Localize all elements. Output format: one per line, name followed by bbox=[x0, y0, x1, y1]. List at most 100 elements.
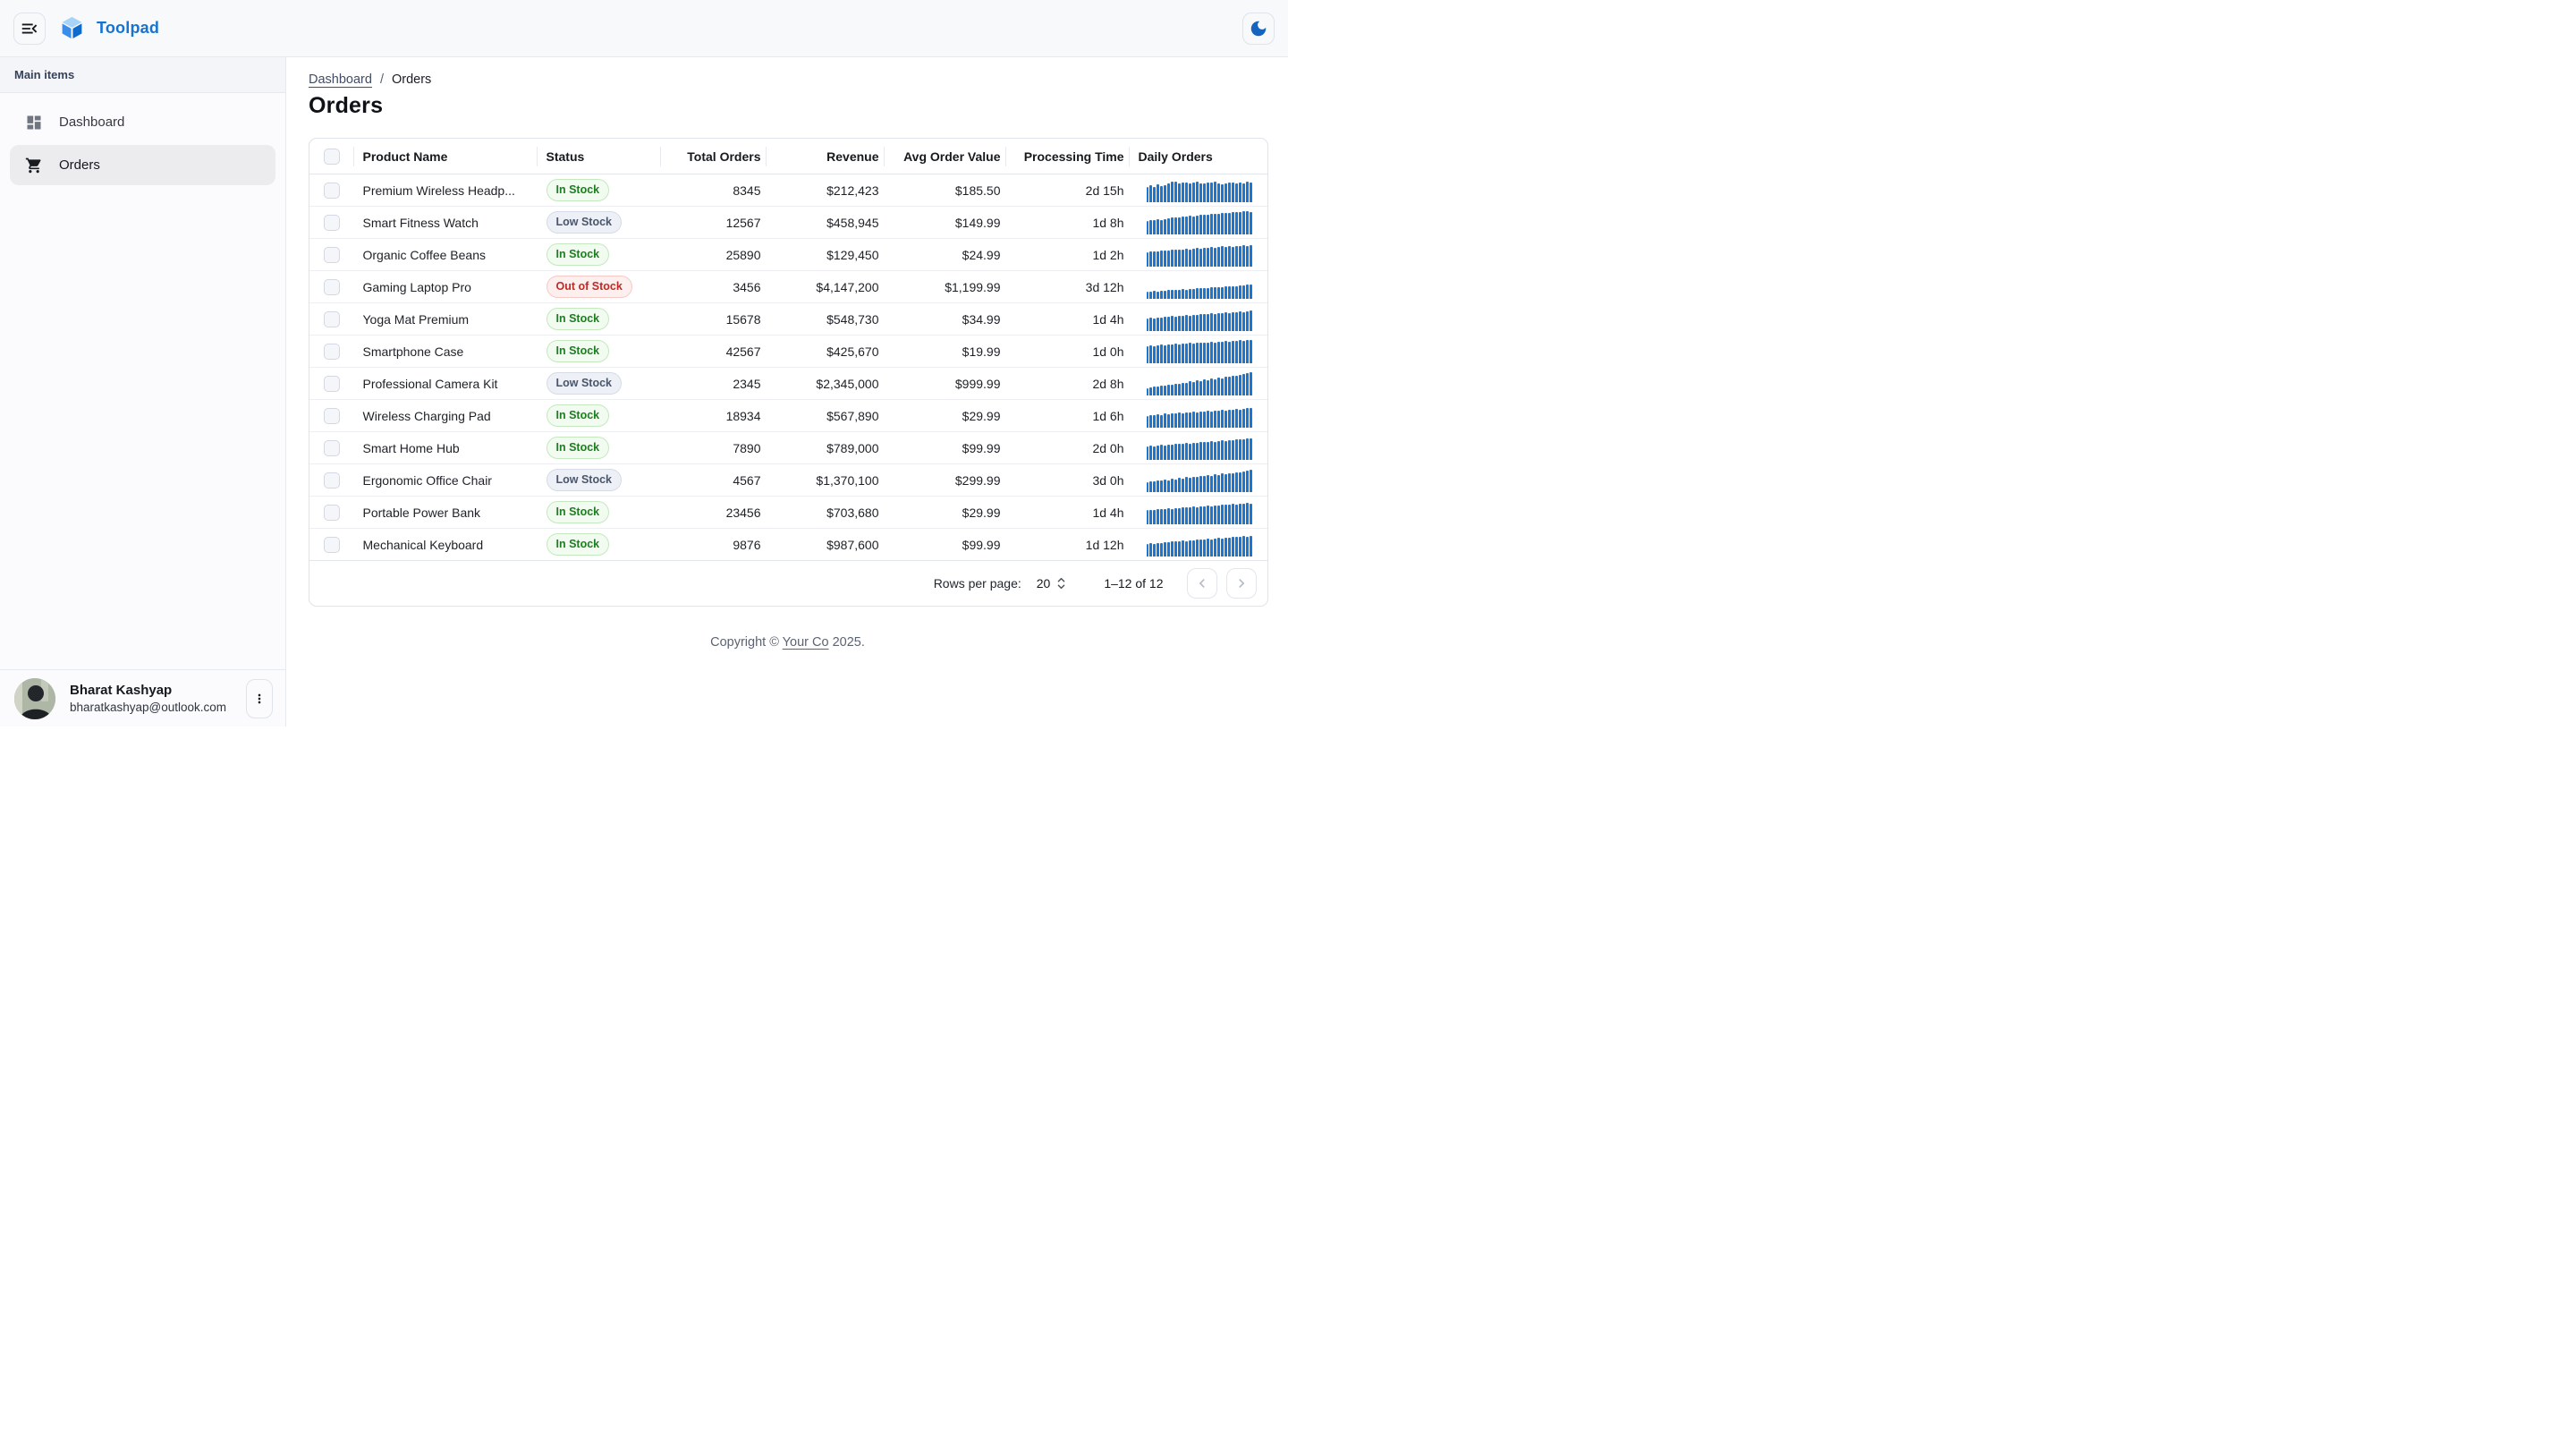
sidebar-section-header: Main items bbox=[0, 57, 285, 93]
status-cell: Out of Stock bbox=[538, 271, 661, 302]
product-name-cell: Mechanical Keyboard bbox=[362, 537, 484, 552]
avg-order-value-cell: $149.99 bbox=[954, 215, 1001, 230]
row-checkbox[interactable] bbox=[323, 214, 340, 231]
avg-order-value-cell: $29.99 bbox=[962, 408, 1001, 423]
processing-time-cell: 2d 15h bbox=[1085, 183, 1124, 198]
total-orders-cell: 4567 bbox=[733, 472, 761, 488]
processing-time-cell: 3d 0h bbox=[1092, 472, 1124, 488]
revenue-cell: $425,670 bbox=[826, 344, 879, 359]
daily-orders-sparkline bbox=[1146, 339, 1254, 363]
theme-toggle-button[interactable] bbox=[1242, 12, 1275, 45]
processing-time-cell: 1d 8h bbox=[1092, 215, 1124, 230]
row-checkbox[interactable] bbox=[323, 536, 340, 553]
product-name-cell: Professional Camera Kit bbox=[362, 376, 498, 391]
status-cell: In Stock bbox=[538, 303, 661, 335]
daily-orders-cell bbox=[1130, 368, 1267, 399]
brand-link[interactable]: Toolpad bbox=[59, 15, 159, 41]
table-row[interactable]: Professional Camera Kit Low Stock 2345 $2,3… bbox=[309, 368, 1267, 400]
processing-time-cell: 1d 6h bbox=[1092, 408, 1124, 423]
app-bar: Toolpad bbox=[0, 0, 1288, 57]
product-name-cell: Smart Home Hub bbox=[362, 440, 460, 455]
revenue-cell: $458,945 bbox=[826, 215, 879, 230]
table-row[interactable]: Portable Power Bank In Stock 23456 $703,680… bbox=[309, 497, 1267, 529]
processing-time-cell: 2d 8h bbox=[1092, 376, 1124, 391]
row-checkbox[interactable] bbox=[323, 343, 340, 360]
table-header-row: Product Name Status Total Orders Revenue Avg… bbox=[309, 139, 1267, 174]
avg-order-value-cell: $299.99 bbox=[954, 472, 1001, 488]
dashboard-icon bbox=[25, 114, 43, 132]
row-checkbox[interactable] bbox=[323, 310, 340, 327]
sidebar-nav-list: Dashboard Orders bbox=[0, 93, 285, 194]
previous-page-button[interactable] bbox=[1186, 568, 1217, 599]
total-orders-cell: 3456 bbox=[733, 279, 761, 294]
next-page-button[interactable] bbox=[1225, 568, 1257, 599]
status-cell: In Stock bbox=[538, 174, 661, 206]
table-row[interactable]: Smart Home Hub In Stock 7890 $789,000 $99.99… bbox=[309, 432, 1267, 464]
table-row[interactable]: Wireless Charging Pad In Stock 18934 $567,8… bbox=[309, 400, 1267, 432]
status-cell: In Stock bbox=[538, 497, 661, 528]
row-checkbox[interactable] bbox=[323, 472, 340, 489]
user-meta: Bharat Kashyap bharatkashyap@outlook.com bbox=[70, 682, 232, 716]
row-checkbox[interactable] bbox=[323, 246, 340, 263]
rows-per-page-select[interactable]: 20 bbox=[1037, 576, 1067, 591]
avg-order-value-cell: $99.99 bbox=[962, 537, 1001, 552]
daily-orders-sparkline bbox=[1146, 404, 1254, 428]
avg-order-value-cell: $185.50 bbox=[954, 183, 1001, 198]
breadcrumb-current: Orders bbox=[391, 72, 432, 87]
product-name-cell: Wireless Charging Pad bbox=[362, 408, 491, 423]
table-row[interactable]: Yoga Mat Premium In Stock 15678 $548,730 $34… bbox=[309, 303, 1267, 336]
table-row[interactable]: Mechanical Keyboard In Stock 9876 $987,600 $… bbox=[309, 529, 1267, 561]
copyright-footer: Copyright © Your Co 2025. bbox=[287, 635, 1288, 650]
product-name-cell: Smartphone Case bbox=[362, 344, 464, 359]
select-all-header-cell bbox=[309, 139, 354, 174]
status-badge: In Stock bbox=[546, 437, 610, 459]
row-checkbox-cell bbox=[309, 239, 354, 270]
avg-order-value-cell: $1,199.99 bbox=[945, 279, 1001, 294]
avg-order-value-cell: $19.99 bbox=[962, 344, 1001, 359]
collapse-sidebar-button[interactable] bbox=[13, 12, 46, 45]
table-row[interactable]: Premium Wireless Headp... In Stock 8345 $21… bbox=[309, 174, 1267, 207]
total-orders-cell: 15678 bbox=[725, 311, 761, 327]
total-orders-cell: 23456 bbox=[725, 505, 761, 520]
rows-per-page-label: Rows per page: bbox=[933, 576, 1021, 591]
table-row[interactable]: Smart Fitness Watch Low Stock 12567 $458,94… bbox=[309, 207, 1267, 239]
user-email: bharatkashyap@outlook.com bbox=[70, 700, 227, 714]
row-checkbox-cell bbox=[309, 174, 354, 206]
row-checkbox-cell bbox=[309, 368, 354, 399]
row-checkbox[interactable] bbox=[323, 375, 340, 392]
sidebar-item-orders[interactable]: Orders bbox=[10, 145, 275, 185]
sidebar-item-dashboard[interactable]: Dashboard bbox=[10, 102, 275, 142]
pagination-buttons bbox=[1186, 568, 1257, 599]
table-body: Premium Wireless Headp... In Stock 8345 $21… bbox=[309, 174, 1267, 561]
sidebar: Main items Dashboard Orders Bharat Kashya… bbox=[0, 57, 286, 726]
row-checkbox[interactable] bbox=[323, 439, 340, 456]
select-all-checkbox[interactable] bbox=[323, 148, 340, 165]
row-checkbox[interactable] bbox=[323, 278, 340, 295]
daily-orders-sparkline bbox=[1146, 179, 1254, 202]
revenue-cell: $1,370,100 bbox=[816, 472, 879, 488]
table-row[interactable]: Gaming Laptop Pro Out of Stock 3456 $4,147,… bbox=[309, 271, 1267, 303]
table-row[interactable]: Organic Coffee Beans In Stock 25890 $129,45… bbox=[309, 239, 1267, 271]
daily-orders-sparkline bbox=[1146, 469, 1254, 492]
status-cell: Low Stock bbox=[538, 207, 661, 238]
daily-orders-cell bbox=[1130, 497, 1267, 528]
user-menu-button[interactable] bbox=[246, 678, 273, 718]
row-checkbox-cell bbox=[309, 497, 354, 528]
status-badge: In Stock bbox=[546, 533, 610, 556]
status-badge: Low Stock bbox=[546, 469, 623, 491]
total-orders-cell: 42567 bbox=[725, 344, 761, 359]
row-checkbox[interactable] bbox=[323, 182, 340, 199]
revenue-cell: $2,345,000 bbox=[816, 376, 879, 391]
total-orders-cell: 18934 bbox=[725, 408, 761, 423]
row-checkbox[interactable] bbox=[323, 504, 340, 521]
company-link[interactable]: Your Co bbox=[782, 635, 829, 650]
daily-orders-cell bbox=[1130, 336, 1267, 367]
table-row[interactable]: Smartphone Case In Stock 42567 $425,670 $19.… bbox=[309, 336, 1267, 368]
cart-icon bbox=[25, 157, 43, 174]
table-row[interactable]: Ergonomic Office Chair Low Stock 4567 $1,37… bbox=[309, 464, 1267, 497]
breadcrumb-dashboard-link[interactable]: Dashboard bbox=[309, 72, 372, 87]
revenue-cell: $4,147,200 bbox=[816, 279, 879, 294]
row-checkbox[interactable] bbox=[323, 407, 340, 424]
sidebar-item-label: Dashboard bbox=[59, 115, 125, 130]
total-orders-cell: 7890 bbox=[733, 440, 761, 455]
